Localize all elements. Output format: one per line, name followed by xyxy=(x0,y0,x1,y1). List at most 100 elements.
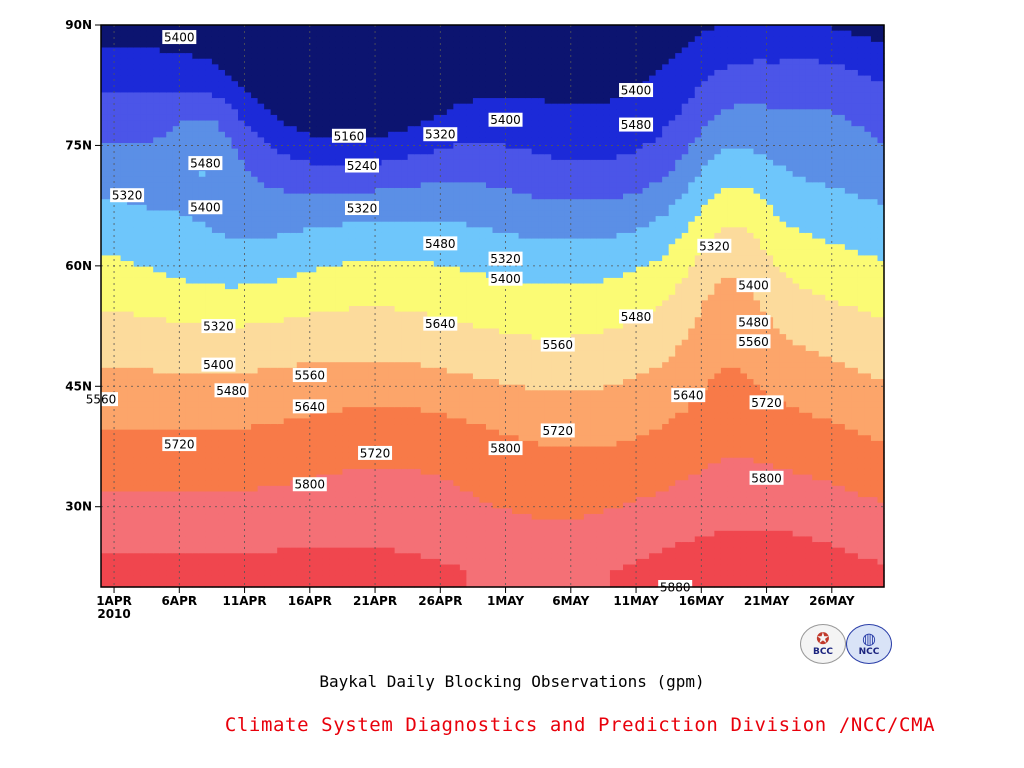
field-cell xyxy=(322,261,330,268)
field-cell xyxy=(251,395,259,403)
field-cell xyxy=(348,47,357,54)
field-cell xyxy=(296,429,304,436)
field-cell xyxy=(224,446,233,453)
field-cell xyxy=(381,193,389,200)
field-cell xyxy=(107,261,115,268)
field-cell xyxy=(166,412,174,419)
field-cell xyxy=(277,283,285,290)
field-cell xyxy=(355,69,363,77)
field-cell xyxy=(329,41,337,49)
field-cell xyxy=(166,452,174,459)
field-cell xyxy=(244,508,252,515)
field-cell xyxy=(238,36,246,43)
field-cell xyxy=(238,221,246,228)
field-cell xyxy=(283,339,291,346)
field-cell xyxy=(172,131,180,138)
field-cell xyxy=(101,530,109,538)
field-cell xyxy=(166,176,174,183)
field-cell xyxy=(166,137,174,144)
field-cell xyxy=(127,339,135,346)
field-cell xyxy=(420,86,428,94)
field-cell xyxy=(335,92,344,99)
field-cell xyxy=(322,440,330,448)
field-cell xyxy=(166,525,174,532)
field-cell xyxy=(303,232,311,240)
field-cell xyxy=(362,289,370,296)
field-cell xyxy=(133,581,141,588)
field-cell xyxy=(120,407,128,414)
field-cell xyxy=(205,216,213,223)
field-cell xyxy=(192,390,200,397)
field-cell xyxy=(159,328,167,335)
field-cell xyxy=(114,199,122,206)
field-cell xyxy=(329,322,337,330)
field-cell xyxy=(172,210,180,217)
field-cell xyxy=(211,519,220,526)
field-cell xyxy=(166,401,174,408)
field-cell xyxy=(296,356,304,363)
field-cell xyxy=(270,401,278,408)
field-cell xyxy=(355,474,363,481)
field-cell xyxy=(277,182,285,189)
field-cell xyxy=(348,334,357,341)
field-cell xyxy=(198,547,207,554)
field-cell xyxy=(329,435,337,442)
field-cell xyxy=(211,429,220,436)
field-cell xyxy=(172,356,180,363)
field-cell xyxy=(179,508,187,515)
field-cell xyxy=(375,103,383,110)
field-cell xyxy=(407,154,415,161)
field-cell xyxy=(388,182,396,189)
field-cell xyxy=(362,407,370,414)
field-cell xyxy=(381,300,389,307)
field-cell xyxy=(375,407,383,414)
field-cell xyxy=(264,362,272,369)
field-cell xyxy=(133,564,141,571)
field-cell xyxy=(309,575,317,582)
field-cell xyxy=(329,412,337,419)
field-cell xyxy=(348,401,357,408)
field-cell xyxy=(257,395,265,403)
field-cell xyxy=(140,92,148,99)
field-cell xyxy=(133,339,141,346)
field-cell xyxy=(101,193,109,200)
field-cell xyxy=(257,468,265,476)
field-cell xyxy=(166,255,174,262)
field-cell xyxy=(140,311,148,318)
field-cell xyxy=(153,440,161,448)
field-cell xyxy=(166,384,174,391)
field-cell xyxy=(414,480,422,487)
field-cell xyxy=(257,58,265,65)
field-cell xyxy=(342,480,350,487)
field-cell xyxy=(388,502,396,509)
field-cell xyxy=(414,272,422,279)
field-cell xyxy=(381,401,389,408)
field-cell xyxy=(348,283,357,290)
field-cell xyxy=(218,519,226,526)
field-cell xyxy=(368,294,376,301)
field-cell xyxy=(172,463,180,470)
field-cell xyxy=(316,536,324,543)
field-cell xyxy=(329,159,337,167)
field-cell xyxy=(166,232,174,240)
field-cell xyxy=(342,36,350,43)
field-cell xyxy=(290,581,298,588)
field-cell xyxy=(414,98,422,105)
field-cell xyxy=(114,553,122,560)
field-cell xyxy=(224,558,233,566)
field-cell xyxy=(401,575,409,582)
field-cell xyxy=(407,187,415,195)
field-cell xyxy=(179,474,187,481)
field-cell xyxy=(362,558,370,566)
field-cell xyxy=(368,98,376,105)
field-cell xyxy=(283,311,291,318)
field-cell xyxy=(270,199,278,206)
field-cell xyxy=(146,266,154,273)
field-cell xyxy=(185,530,193,538)
field-cell xyxy=(270,328,278,335)
field-cell xyxy=(198,249,207,257)
field-cell xyxy=(146,261,154,268)
field-cell xyxy=(264,25,272,32)
field-cell xyxy=(159,350,167,358)
field-cell xyxy=(407,81,415,88)
